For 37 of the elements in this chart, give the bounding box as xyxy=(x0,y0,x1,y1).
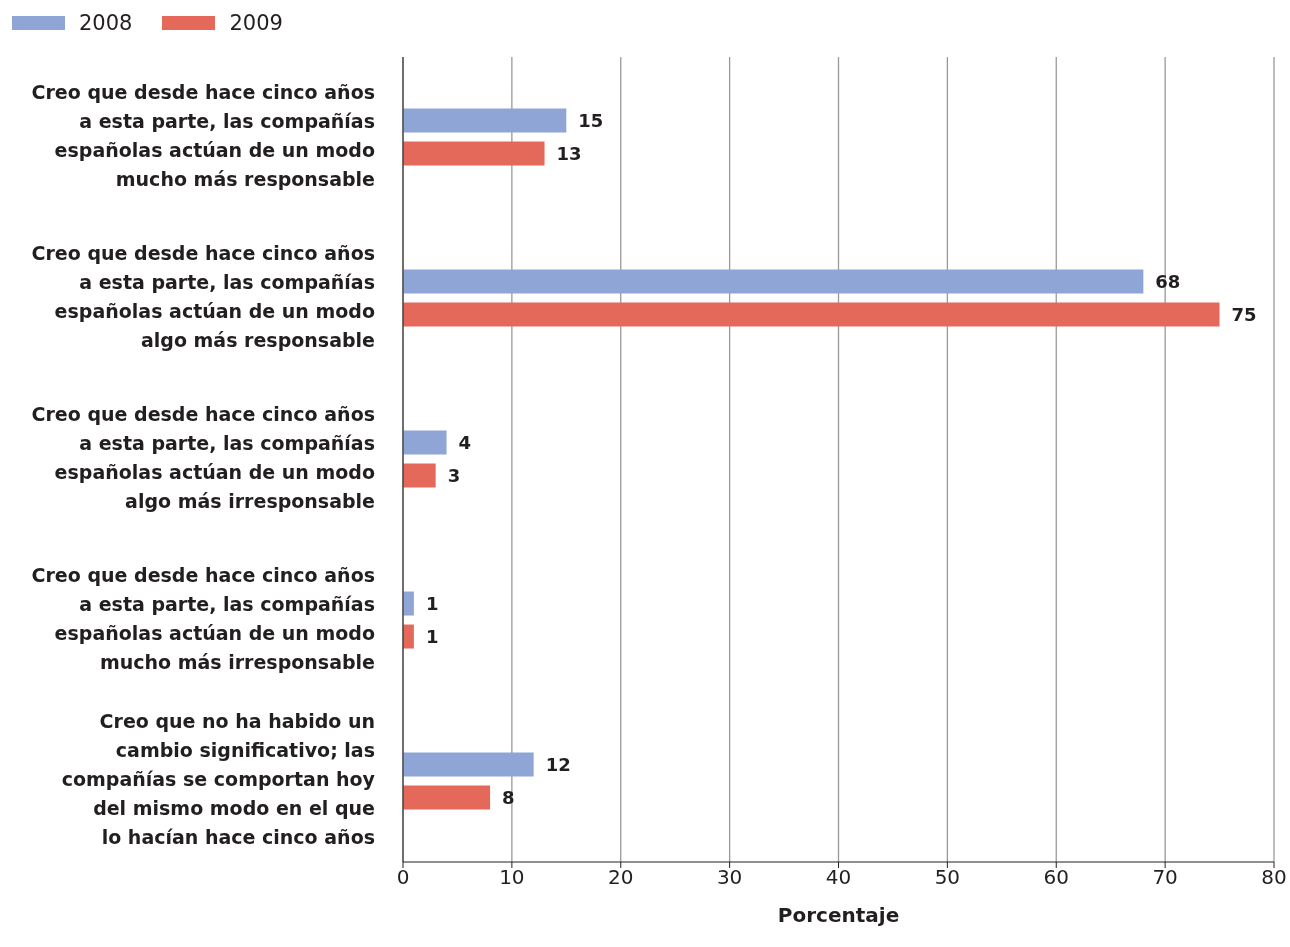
x-tick-label: 60 xyxy=(1043,865,1069,890)
data-label: 13 xyxy=(556,142,582,164)
bar xyxy=(403,785,491,810)
x-tick-label: 20 xyxy=(608,865,634,890)
bar xyxy=(403,752,534,777)
y-tick-label: Creo que desde hace cinco años a esta parte, las compañías españolas actúan de un modo mucho más responsable xyxy=(31,80,375,190)
x-tick-label: 70 xyxy=(1152,865,1178,890)
data-label: 3 xyxy=(447,464,461,486)
bar xyxy=(403,302,1220,327)
bar xyxy=(403,463,436,488)
legend-label: 2008 xyxy=(79,10,133,35)
y-tick-label: Creo que no ha habido un cambio significativo; las compañías se comportan hoy del mismo modo en el que lo hacían hace cinco años xyxy=(61,710,376,849)
data-label: 1 xyxy=(425,592,439,614)
data-label: 12 xyxy=(545,753,571,775)
y-tick-label: Creo que desde hace cinco años a esta parte, las compañías españolas actúan de un modo algo más responsable xyxy=(31,241,375,351)
x-tick-label: 0 xyxy=(396,865,410,890)
data-label: 15 xyxy=(578,109,604,131)
x-tick-label: 40 xyxy=(825,865,852,890)
bar xyxy=(403,269,1144,294)
data-label: 75 xyxy=(1231,303,1257,325)
y-tick-label: Creo que desde hace cinco años a esta parte, las compañías españolas actúan de un modo mucho más irresponsable xyxy=(31,563,375,673)
x-tick-label: 80 xyxy=(1261,865,1287,890)
x-tick-label: 50 xyxy=(934,865,961,890)
x-tick-label: 10 xyxy=(499,865,525,890)
bar xyxy=(403,624,414,649)
legend-label: 2009 xyxy=(229,10,283,35)
bar xyxy=(403,430,447,455)
data-label: 8 xyxy=(502,786,515,808)
data-label: 4 xyxy=(458,431,472,453)
x-tick-label: 30 xyxy=(716,865,743,890)
y-tick-label: Creo que desde hace cinco años a esta parte, las compañías españolas actúan de un modo algo más irresponsable xyxy=(31,402,375,512)
x-axis-title: Porcentaje xyxy=(777,903,900,927)
data-label: 68 xyxy=(1155,270,1181,292)
data-label: 1 xyxy=(425,625,439,647)
bar xyxy=(403,108,567,133)
bar xyxy=(403,591,414,616)
bar xyxy=(403,141,545,166)
